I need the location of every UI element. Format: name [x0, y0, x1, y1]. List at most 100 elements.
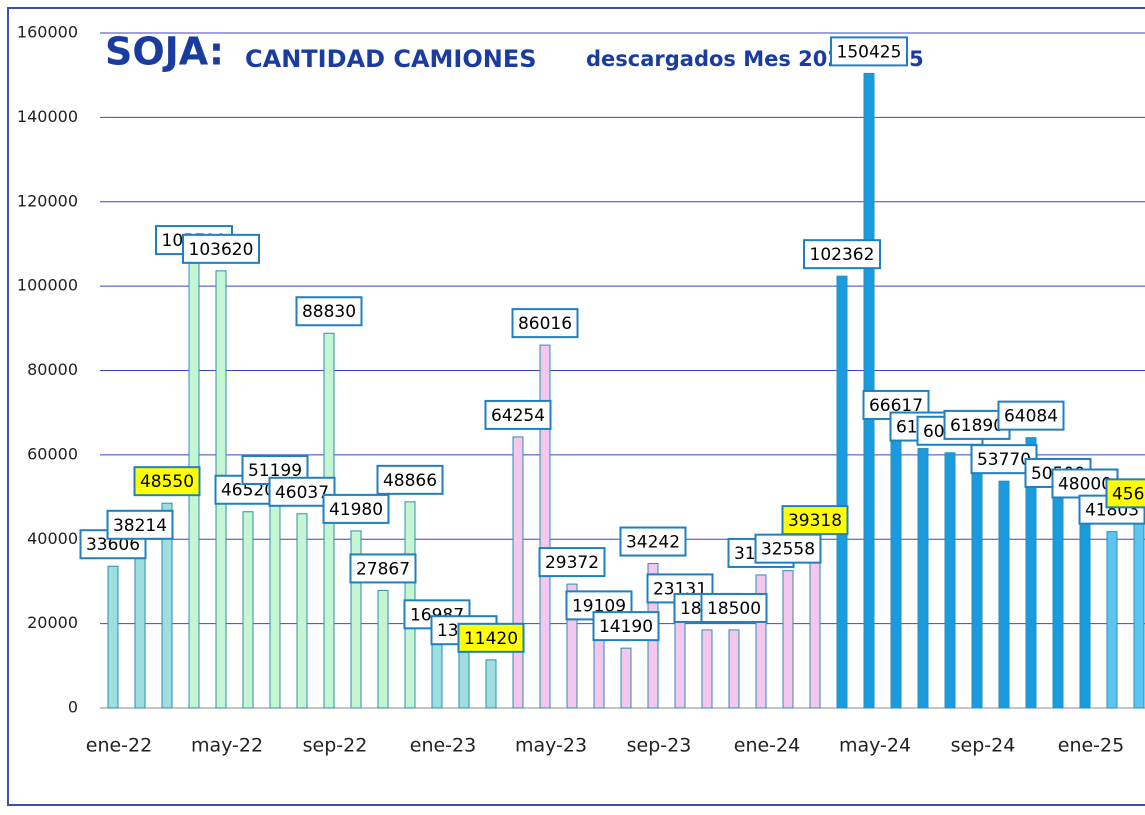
bar [296, 513, 308, 709]
value-label: 46037 [275, 483, 329, 503]
bar [836, 275, 848, 709]
bar [701, 629, 713, 709]
y-tick-label: 160000 [17, 23, 78, 42]
value-label-box [592, 611, 660, 642]
y-tick-label: 40000 [27, 529, 78, 548]
value-label: 27867 [356, 559, 410, 579]
bar [809, 541, 821, 709]
bar [1052, 494, 1064, 709]
value-label: 33606 [86, 535, 140, 555]
value-label: 46520 [221, 481, 275, 501]
value-label-box [781, 505, 849, 536]
bar [485, 659, 497, 709]
value-label-box [376, 464, 444, 495]
value-label: 64084 [1004, 407, 1058, 427]
y-tick-label: 20000 [27, 613, 78, 632]
x-tick-label: may-23 [515, 735, 587, 757]
bar [755, 574, 767, 709]
value-label: 86016 [518, 314, 572, 334]
bar [890, 426, 902, 709]
bar [512, 436, 524, 709]
value-label: 61890 [950, 416, 1004, 436]
bar [107, 565, 119, 709]
value-label: 66617 [869, 396, 923, 416]
value-label-box [182, 233, 260, 264]
value-label: 48000 [1058, 475, 1112, 495]
bar [620, 647, 632, 709]
x-tick-label: sep-24 [951, 735, 1016, 757]
bar [539, 344, 551, 709]
bar [1106, 531, 1118, 709]
value-label: 51199 [248, 461, 302, 481]
value-label-box [754, 533, 822, 564]
bar [242, 511, 254, 709]
value-label-box [511, 308, 579, 339]
x-tick-label: ene-24 [734, 735, 800, 757]
bar [269, 491, 281, 709]
y-tick-label: 80000 [27, 360, 78, 379]
value-label-box [830, 36, 908, 67]
y-tick-label: 140000 [17, 107, 78, 126]
value-label: 11420 [464, 629, 518, 649]
bar [566, 583, 578, 709]
x-tick-label: sep-23 [627, 735, 692, 757]
value-label: 18500 [707, 599, 761, 619]
value-label: 29372 [545, 553, 599, 573]
value-label: 32558 [761, 540, 815, 560]
value-label-box [538, 547, 606, 578]
value-label-box [1105, 478, 1145, 509]
value-label: 102362 [810, 245, 875, 265]
value-label: 53770 [977, 450, 1031, 470]
bar [161, 502, 173, 709]
bar [782, 570, 794, 709]
x-tick-label: may-24 [839, 735, 911, 757]
value-label-box [268, 476, 336, 507]
bar [674, 609, 686, 709]
bar [377, 589, 389, 709]
title-sub: CANTIDAD CAMIONES [245, 45, 537, 73]
value-label-box [133, 466, 201, 497]
value-label-box [349, 553, 417, 584]
value-label-box [619, 526, 687, 557]
value-label-box [484, 399, 552, 430]
value-label-box [997, 400, 1065, 431]
value-label: 150425 [837, 42, 902, 62]
value-label: 45669 [1112, 484, 1145, 504]
value-label: 38214 [113, 516, 167, 536]
value-label: 88830 [302, 302, 356, 322]
value-label-box [457, 622, 525, 653]
bar [944, 452, 956, 709]
y-tick-label: 120000 [17, 191, 78, 210]
title-main: SOJA: [105, 30, 224, 74]
value-label: 64254 [491, 406, 545, 426]
value-label-box [295, 296, 363, 327]
bar [1079, 505, 1091, 709]
value-label: 41980 [329, 500, 383, 520]
value-label: 14190 [599, 617, 653, 637]
bar [998, 480, 1010, 709]
bar [350, 530, 362, 709]
value-label-box [803, 239, 881, 270]
value-label-box [700, 592, 768, 623]
bar [1025, 437, 1037, 709]
y-tick-label: 0 [68, 698, 78, 717]
bar [134, 546, 146, 709]
value-label-box [106, 509, 174, 540]
bar [728, 629, 740, 709]
value-label: 39318 [788, 511, 842, 531]
y-tick-label: 60000 [27, 444, 78, 463]
y-tick-label: 100000 [17, 276, 78, 295]
bar [917, 448, 929, 709]
bar [431, 635, 443, 709]
x-tick-label: ene-22 [86, 735, 152, 757]
x-tick-label: ene-25 [1058, 735, 1124, 757]
bar [971, 446, 983, 709]
value-label-box [322, 493, 390, 524]
bar [458, 651, 470, 709]
value-label: 48866 [383, 471, 437, 491]
value-label: 34242 [626, 533, 680, 553]
value-label: 103620 [189, 240, 254, 260]
bar [1133, 514, 1145, 709]
x-tick-label: sep-22 [303, 735, 368, 757]
